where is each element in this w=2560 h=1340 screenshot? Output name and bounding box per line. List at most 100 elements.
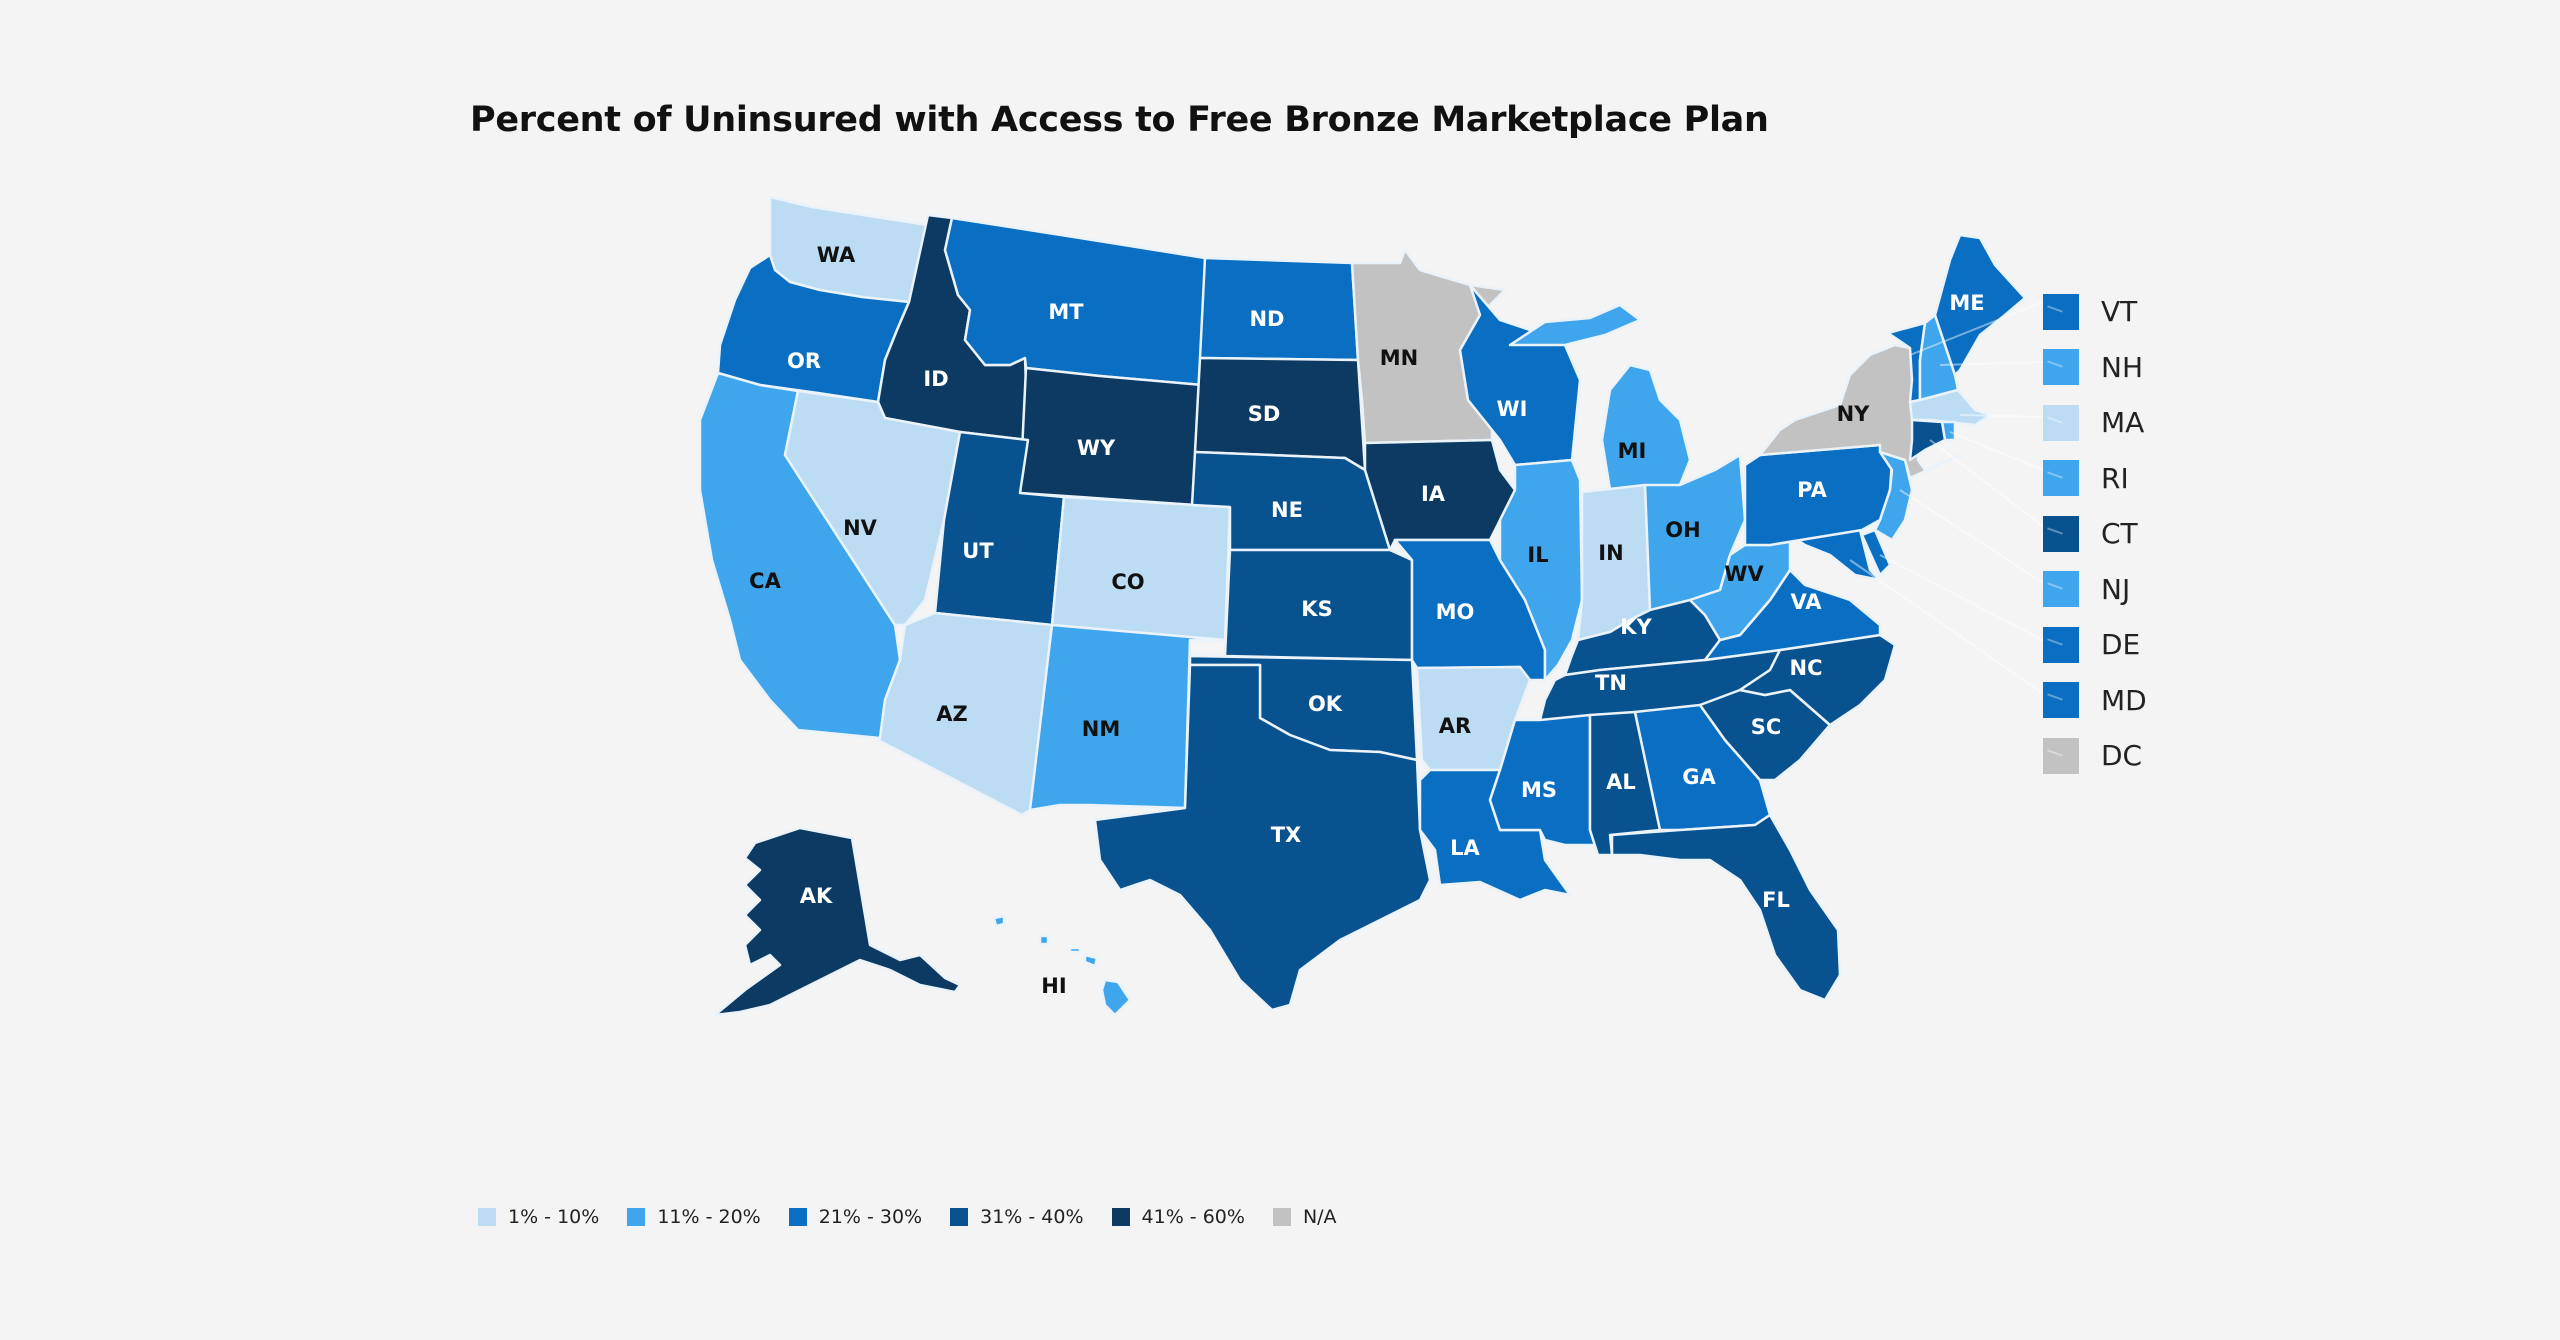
svg-text:WI: WI xyxy=(1497,397,1528,421)
callout-item-md[interactable]: MD xyxy=(2043,673,2147,729)
state-WV[interactable] xyxy=(1688,533,1792,642)
svg-text:CA: CA xyxy=(749,569,781,593)
callout-label: MA xyxy=(2101,406,2145,440)
state-labels: WA OR CA ID NV MT WY UT AZ CO NM ND SD N… xyxy=(749,243,1984,998)
svg-text:NE: NE xyxy=(1271,498,1303,522)
svg-text:NM: NM xyxy=(1082,717,1120,741)
svg-text:OK: OK xyxy=(1308,692,1343,716)
svg-text:NV: NV xyxy=(843,516,878,540)
legend-item-1-10[interactable]: 1% - 10% xyxy=(478,1206,599,1228)
svg-text:AZ: AZ xyxy=(936,702,967,726)
legend-label: 41% - 60% xyxy=(1141,1206,1245,1228)
swatch xyxy=(2043,404,2079,441)
svg-text:MT: MT xyxy=(1048,300,1084,324)
svg-text:OH: OH xyxy=(1665,518,1700,542)
state-AK[interactable] xyxy=(713,826,962,1017)
state-MO[interactable] xyxy=(1393,538,1547,682)
callout-label: DE xyxy=(2101,628,2141,662)
state-CT[interactable] xyxy=(1908,418,1947,462)
legend-item-31-40[interactable]: 31% - 40% xyxy=(950,1206,1084,1228)
callout-label: NJ xyxy=(2101,572,2131,606)
legend-item-41-60[interactable]: 41% - 60% xyxy=(1111,1206,1245,1228)
legend-label: N/A xyxy=(1302,1206,1337,1228)
legend-label: 1% - 10% xyxy=(508,1206,600,1228)
callout-item-nj[interactable]: NJ xyxy=(2043,562,2147,618)
svg-text:PA: PA xyxy=(1797,478,1827,502)
legend-swatch xyxy=(1272,1208,1291,1226)
svg-text:GA: GA xyxy=(1682,765,1716,789)
state-NM[interactable] xyxy=(1028,623,1227,812)
legend-swatch xyxy=(788,1208,807,1226)
legend-swatch xyxy=(627,1208,646,1226)
swatch xyxy=(2043,349,2079,386)
swatch xyxy=(2043,626,2079,663)
legend-swatch xyxy=(950,1208,969,1226)
legend-item-21-30[interactable]: 21% - 30% xyxy=(788,1206,923,1228)
callout-label: NH xyxy=(2101,350,2143,384)
legend-label: 11% - 20% xyxy=(657,1206,761,1228)
svg-text:LA: LA xyxy=(1450,836,1480,860)
svg-text:AR: AR xyxy=(1439,714,1471,738)
state-ME[interactable] xyxy=(1933,233,2027,377)
callout-item-ma[interactable]: MA xyxy=(2043,395,2147,451)
svg-text:SC: SC xyxy=(1751,715,1782,739)
svg-text:AK: AK xyxy=(800,884,833,908)
svg-text:NC: NC xyxy=(1790,656,1823,680)
state-DE[interactable] xyxy=(1860,528,1892,577)
state-HI[interactable] xyxy=(992,914,1132,1017)
legend-item-11-20[interactable]: 11% - 20% xyxy=(627,1206,761,1228)
state-CO[interactable] xyxy=(1050,495,1232,642)
swatch xyxy=(2043,682,2079,719)
callout-item-de[interactable]: DE xyxy=(2043,617,2147,673)
svg-text:ID: ID xyxy=(923,367,948,391)
svg-text:HI: HI xyxy=(1041,974,1066,998)
callout-label: CT xyxy=(2101,517,2138,551)
svg-text:IA: IA xyxy=(1421,482,1446,506)
legend-item-na[interactable]: N/A xyxy=(1272,1206,1337,1228)
state-FL[interactable] xyxy=(1610,813,1842,1002)
svg-text:TX: TX xyxy=(1271,823,1302,847)
svg-text:ND: ND xyxy=(1249,307,1284,331)
svg-text:AL: AL xyxy=(1606,770,1636,794)
svg-text:WV: WV xyxy=(1724,562,1764,586)
svg-text:TN: TN xyxy=(1595,671,1627,695)
svg-text:MI: MI xyxy=(1618,439,1647,463)
state-NV[interactable] xyxy=(783,389,962,627)
chart-title: Percent of Uninsured with Access to Free… xyxy=(470,100,1769,140)
state-IA[interactable] xyxy=(1363,438,1517,552)
callout-lines xyxy=(1849,299,2049,698)
swatch xyxy=(2043,737,2079,774)
callout-label: DC xyxy=(2101,739,2143,773)
state-TX[interactable] xyxy=(1093,663,1432,1012)
swatch xyxy=(2043,460,2079,497)
callout-item-ct[interactable]: CT xyxy=(2043,506,2147,562)
svg-text:UT: UT xyxy=(962,539,994,563)
svg-text:OR: OR xyxy=(787,349,821,373)
callout-item-dc[interactable]: DC xyxy=(2043,728,2147,784)
svg-text:VA: VA xyxy=(1790,590,1822,614)
svg-text:KY: KY xyxy=(1620,615,1652,639)
legend-swatch xyxy=(1111,1208,1130,1226)
state-IL[interactable] xyxy=(1498,458,1584,682)
svg-text:ME: ME xyxy=(1949,291,1984,315)
svg-text:IN: IN xyxy=(1598,541,1623,565)
northeast-callout-legend: VT NH MA RI CT NJ DE MD DC xyxy=(2043,284,2147,784)
callout-label: RI xyxy=(2101,461,2129,495)
callout-item-ri[interactable]: RI xyxy=(2043,451,2147,507)
svg-text:SD: SD xyxy=(1248,402,1281,426)
legend-swatch xyxy=(478,1208,496,1226)
callout-item-nh[interactable]: NH xyxy=(2043,340,2147,396)
svg-text:MO: MO xyxy=(1436,600,1475,624)
state-NC[interactable] xyxy=(1738,633,1897,727)
legend-label: 31% - 40% xyxy=(980,1206,1084,1228)
svg-text:KS: KS xyxy=(1301,597,1332,621)
callout-label: VT xyxy=(2101,295,2138,329)
swatch xyxy=(2043,515,2079,552)
state-MI[interactable] xyxy=(1508,303,1692,492)
legend-label: 21% - 30% xyxy=(818,1206,923,1228)
swatch xyxy=(2043,293,2079,330)
color-legend: 1% - 10% 11% - 20% 21% - 30% 31% - 40% 4… xyxy=(478,1206,1365,1228)
svg-text:WY: WY xyxy=(1077,436,1116,460)
callout-item-vt[interactable]: VT xyxy=(2043,284,2147,340)
